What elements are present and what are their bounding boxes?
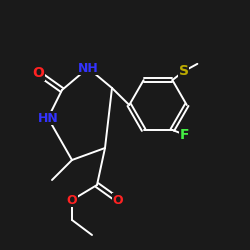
Text: NH: NH <box>78 62 98 74</box>
Text: O: O <box>67 194 77 206</box>
Text: O: O <box>32 66 44 80</box>
Text: HN: HN <box>38 112 58 124</box>
Text: S: S <box>179 64 189 78</box>
Text: O: O <box>113 194 123 206</box>
Text: F: F <box>180 128 190 142</box>
